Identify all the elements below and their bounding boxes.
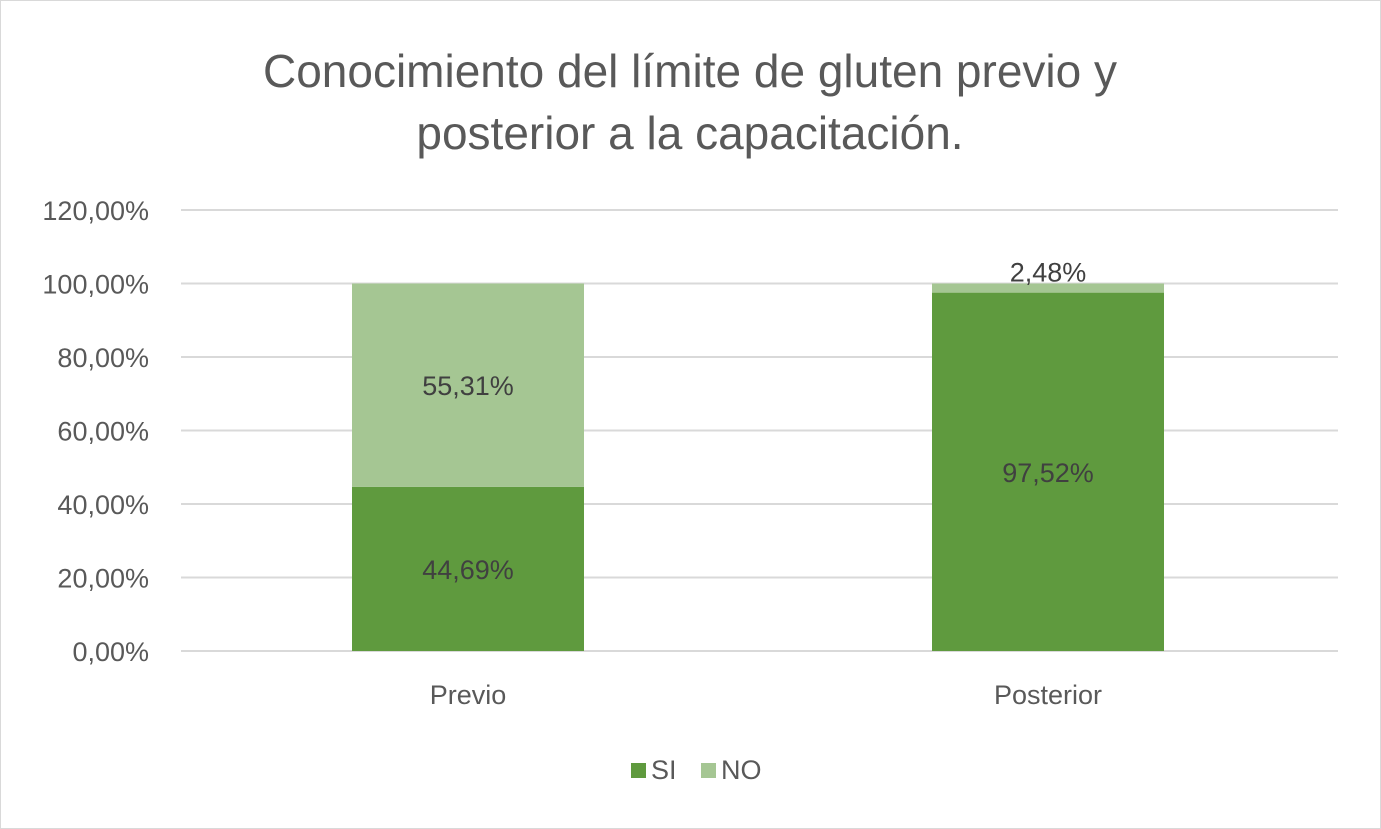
bar-si-previo [352,486,584,651]
y-tick-label: 40,00% [57,490,149,520]
legend-label-no: NO [721,755,762,785]
data-label: 2,48% [1010,258,1087,288]
y-tick-label: 100,00% [42,270,149,300]
y-tick-label: 0,00% [72,637,149,667]
y-tick-label: 20,00% [57,564,149,594]
x-category-label: Previo [430,680,507,710]
y-tick-label: 80,00% [57,343,149,373]
data-label: 55,31% [422,371,514,401]
chart-title-line-1: Conocimiento del límite de gluten previo… [263,45,1117,97]
data-labels: 44,69% 55,31% 97,52% 2,48% [422,258,1094,585]
legend: SI NO [631,755,762,785]
chart-title-line-2: posterior a la capacitación. [416,107,963,159]
y-tick-label: 120,00% [42,196,149,226]
x-category-label: Posterior [994,680,1102,710]
bar-no-posterior [932,283,1164,293]
x-axis-category-labels: Previo Posterior [430,680,1102,710]
data-label: 44,69% [422,555,514,585]
chart-title: Conocimiento del límite de gluten previo… [263,45,1117,159]
bar-si-posterior [932,292,1164,651]
bars [352,283,1164,651]
data-label: 97,52% [1002,458,1094,488]
y-axis-tick-labels: 0,00% 20,00% 40,00% 60,00% 80,00% 100,00% 120,… [42,196,149,667]
legend-swatch-no [701,763,716,778]
legend-label-si: SI [651,755,677,785]
y-tick-label: 60,00% [57,417,149,447]
bar-no-previo [352,283,584,487]
legend-swatch-si [631,763,646,778]
